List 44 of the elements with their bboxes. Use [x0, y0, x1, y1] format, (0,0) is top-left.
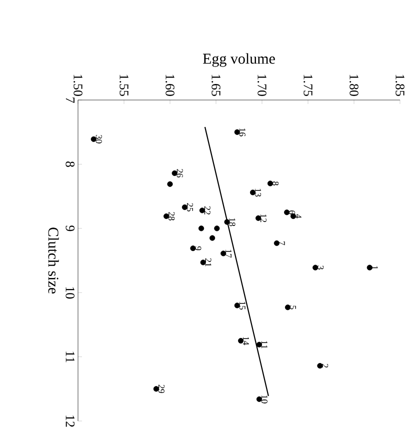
- annotation: 28: [168, 212, 175, 220]
- x-tick-label: 1.75: [304, 74, 312, 96]
- point: [167, 181, 173, 187]
- y-tick-label: 11: [66, 352, 74, 362]
- annotation: 14: [243, 337, 249, 346]
- x-axis-title: Egg volume: [202, 53, 275, 67]
- annotation: 25: [186, 203, 193, 212]
- x-tick-label: 1.80: [350, 74, 358, 96]
- y-tick-label: 7: [66, 98, 74, 103]
- y-tick-label: 8: [66, 161, 74, 167]
- annotation: 26: [176, 169, 183, 178]
- annotation: 8: [272, 182, 279, 186]
- point: [214, 226, 220, 232]
- annotation: 6: [289, 210, 296, 214]
- annotation: 16: [239, 128, 246, 136]
- annotation: 13: [254, 188, 262, 197]
- annotation: 17: [226, 250, 232, 258]
- x-tick-label: 1.55: [120, 74, 128, 96]
- annotation: 22: [204, 206, 210, 214]
- annotation: 10: [261, 395, 268, 404]
- y-axis-title: Clutch size: [48, 228, 59, 294]
- x-tick-label: 1.60: [166, 74, 174, 96]
- annotation: 30: [96, 135, 102, 144]
- annotation: 1: [372, 266, 378, 270]
- annotation: 4: [295, 214, 302, 218]
- y-tick-label: 9: [66, 226, 74, 232]
- annotation: 5: [290, 306, 296, 310]
- annotation: 18: [229, 218, 236, 226]
- annotation: 29: [158, 384, 164, 394]
- x-tick-label: 1.65: [212, 74, 220, 96]
- y-tick-label: 10: [66, 287, 74, 299]
- annotation: 11: [261, 341, 268, 348]
- x-tick-label: 1.70: [258, 74, 266, 96]
- annotation: 7: [278, 242, 285, 246]
- annotation: 12: [260, 214, 266, 222]
- annotation: 3: [318, 266, 324, 270]
- y-tick-label: 12: [66, 416, 74, 427]
- point: [366, 264, 372, 270]
- point: [198, 226, 204, 232]
- point: [210, 235, 216, 241]
- x-tick-label: 1.85: [396, 74, 404, 96]
- annotation: 21: [205, 258, 212, 266]
- x-tick-label: 1.50: [74, 74, 82, 96]
- annotation: 15: [239, 302, 246, 310]
